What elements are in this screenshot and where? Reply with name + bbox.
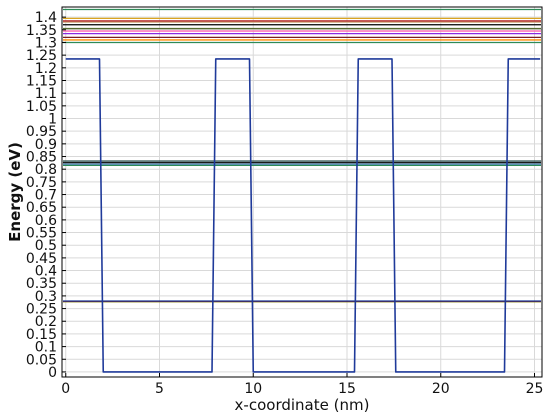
y-tick-label: 0.15 — [26, 327, 57, 343]
y-tick-label: 1.2 — [35, 61, 57, 77]
y-tick-label: 0.85 — [26, 150, 57, 166]
x-tick-label: 0 — [61, 381, 70, 397]
y-tick-label: 0.35 — [26, 276, 57, 292]
y-tick-label: 0.05 — [26, 352, 57, 368]
y-tick-label: 0.8 — [35, 162, 57, 178]
y-tick-label: 1.15 — [26, 73, 57, 89]
y-tick-label: 0.5 — [35, 238, 57, 254]
y-tick-label: 1.05 — [26, 99, 57, 115]
y-tick-label: 0.9 — [35, 137, 57, 153]
y-tick-label: 1.1 — [35, 86, 57, 102]
y-tick-label: 1.3 — [35, 35, 57, 51]
potential-profile — [65, 58, 541, 373]
y-tick-label: 0 — [48, 365, 57, 381]
y-tick-label: 0.75 — [26, 175, 57, 191]
y-tick-label: 0.6 — [35, 213, 57, 229]
energy-levels — [63, 8, 541, 303]
y-axis-ticks: 00.050.10.150.20.250.30.350.40.450.50.55… — [26, 10, 66, 381]
x-axis-ticks: 0 5 10 15 20 25 — [61, 373, 543, 397]
y-tick-label: 1 — [48, 112, 57, 128]
grid-lines — [62, 7, 542, 377]
x-tick-label: 15 — [338, 381, 356, 397]
x-tick-label: 20 — [432, 381, 450, 397]
y-tick-label: 0.95 — [26, 124, 57, 140]
y-tick-label: 0.55 — [26, 226, 57, 242]
potential-line — [65, 58, 541, 373]
y-tick-label: 0.7 — [35, 188, 57, 204]
plot-frame — [61, 6, 543, 378]
y-tick-label: 0.3 — [35, 289, 57, 305]
y-tick-label: 0.45 — [26, 251, 57, 267]
x-tick-label: 10 — [244, 381, 262, 397]
y-axis-title: Energy (eV) — [6, 142, 24, 242]
y-tick-label: 0.2 — [35, 314, 57, 330]
y-tick-label: 0.1 — [35, 340, 57, 356]
y-tick-label: 0.65 — [26, 200, 57, 216]
x-axis-title: x-coordinate (nm) — [235, 396, 370, 414]
y-tick-label: 0.25 — [26, 302, 57, 318]
y-tick-label: 1.25 — [26, 48, 57, 64]
x-tick-label: 25 — [526, 381, 544, 397]
x-tick-label: 5 — [155, 381, 164, 397]
y-tick-label: 0.4 — [35, 264, 57, 280]
y-tick-label: 1.35 — [26, 23, 57, 39]
y-tick-label: 1.4 — [35, 10, 57, 26]
